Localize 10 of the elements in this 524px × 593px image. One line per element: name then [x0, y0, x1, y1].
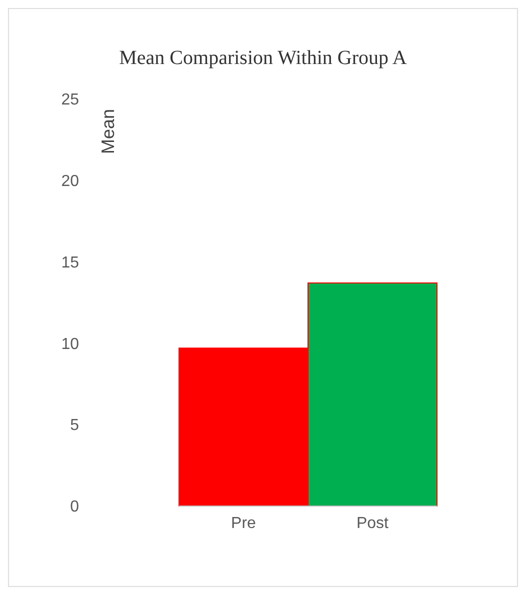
x-tick-label: Post: [356, 515, 390, 532]
y-tick-label: 5: [70, 417, 80, 434]
y-tick-label: 15: [61, 254, 80, 272]
y-tick-label: 0: [70, 498, 80, 516]
y-tick-label: 10: [61, 336, 80, 353]
y-tick-label: 20: [61, 173, 80, 190]
y-tick-label: 25: [61, 92, 80, 109]
y-axis-title: Mean: [98, 109, 118, 154]
x-tick-label: Pre: [231, 515, 256, 532]
chart-title: Mean Comparision Within Group A: [119, 47, 408, 69]
